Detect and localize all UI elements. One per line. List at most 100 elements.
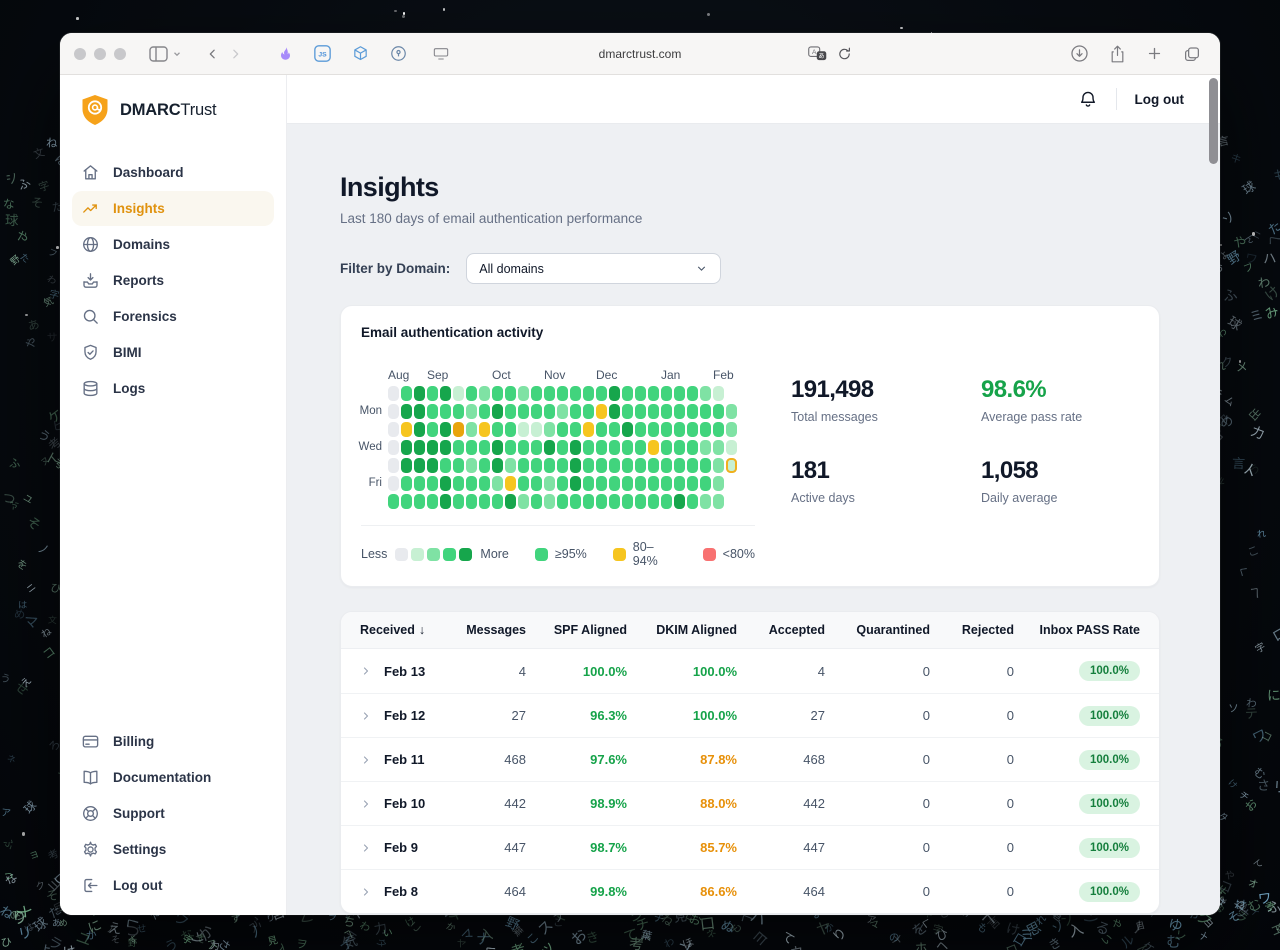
- heatmap-cell: [492, 386, 503, 401]
- expand-row-chevron-icon[interactable]: [360, 798, 372, 810]
- activity-stats: 191,498 Total messages 98.6% Average pass r…: [791, 376, 1171, 568]
- column-header-inbox-pass-rate[interactable]: Inbox PASS Rate: [1039, 623, 1140, 637]
- heatmap-cell: [492, 440, 503, 455]
- brand-logo[interactable]: DMARCTrust: [60, 91, 286, 129]
- svg-text:A: A: [812, 49, 817, 56]
- sidebar-item-settings[interactable]: Settings: [72, 832, 274, 867]
- expand-row-chevron-icon[interactable]: [360, 842, 372, 854]
- row-date: Feb 9: [384, 840, 418, 855]
- heatmap-cell: [531, 440, 542, 455]
- row-quarantined: 0: [922, 708, 930, 723]
- logout-icon: [84, 878, 98, 893]
- heatmap-cell: [609, 422, 620, 437]
- expand-row-chevron-icon[interactable]: [360, 665, 372, 677]
- table-row-feb-10[interactable]: Feb 10 442 98.9% 88.0% 442 0 0 100.0%: [341, 781, 1159, 825]
- address-bar[interactable]: dmarctrust.com: [599, 47, 682, 61]
- heatmap-cell: [687, 440, 698, 455]
- heatmap-cell: [518, 422, 529, 437]
- heatmap-cell: [596, 422, 607, 437]
- sidebar-item-log-out[interactable]: Log out: [72, 868, 274, 903]
- sidebar-item-reports[interactable]: Reports: [72, 263, 274, 298]
- row-accepted: 447: [803, 840, 825, 855]
- heatmap-cell: [596, 458, 607, 473]
- cube-extension-button[interactable]: [347, 40, 374, 68]
- sidebar-item-bimi[interactable]: BIMI: [72, 335, 274, 370]
- inbox-pass-rate-badge: 100.0%: [1078, 881, 1140, 902]
- column-header-dkim-aligned[interactable]: DKIM Aligned: [656, 623, 737, 637]
- table-row-feb-13[interactable]: Feb 13 4 100.0% 100.0% 4 0 0 100.0%: [341, 649, 1159, 693]
- sidebar-item-forensics[interactable]: Forensics: [72, 299, 274, 334]
- table-row-feb-12[interactable]: Feb 12 27 96.3% 100.0% 27 0 0 100.0%: [341, 693, 1159, 737]
- heatmap-cell: [414, 476, 425, 491]
- new-tab-button[interactable]: [1141, 40, 1168, 68]
- domain-filter-select[interactable]: All domains: [466, 253, 722, 284]
- downloads-button[interactable]: [1065, 40, 1094, 68]
- reload-button[interactable]: [837, 40, 852, 68]
- zoom-window-button[interactable]: [114, 47, 126, 60]
- stat-value: 181: [791, 457, 830, 484]
- heatmap-cell: [414, 386, 425, 401]
- sidebar-item-insights[interactable]: Insights: [72, 191, 274, 226]
- column-header-spf-aligned[interactable]: SPF Aligned: [553, 623, 627, 637]
- close-window-button[interactable]: [74, 47, 86, 60]
- legend-more-label: More: [480, 547, 509, 561]
- sidebar-item-billing[interactable]: Billing: [72, 724, 274, 759]
- column-header-rejected[interactable]: Rejected: [961, 623, 1014, 637]
- heatmap-cell: [648, 386, 659, 401]
- sidebar-item-domains[interactable]: Domains: [72, 227, 274, 262]
- heatmap-cell: [609, 404, 620, 419]
- password-extension-button[interactable]: [385, 40, 412, 68]
- page-settings-button[interactable]: [428, 40, 454, 68]
- domain-filter-label: Filter by Domain:: [340, 261, 451, 276]
- row-dkim-aligned: 100.0%: [692, 708, 737, 723]
- heatmap-cell: [713, 404, 724, 419]
- heatmap-cell: [531, 476, 542, 491]
- flame-extension-button[interactable]: [273, 40, 298, 68]
- toolbar-right-actions: [1065, 40, 1206, 68]
- expand-row-chevron-icon[interactable]: [360, 754, 372, 766]
- heatmap-cell: [596, 494, 607, 509]
- heatmap-cell: [557, 476, 568, 491]
- shield-icon: [84, 344, 97, 360]
- sidebar-item-label: BIMI: [113, 345, 142, 360]
- sidebar-item-label: Logs: [113, 381, 146, 396]
- tab-overview-button[interactable]: [1178, 40, 1206, 68]
- row-spf-aligned: 96.3%: [590, 708, 627, 723]
- heatmap-cell: [414, 422, 425, 437]
- sidebar-item-dashboard[interactable]: Dashboard: [72, 155, 274, 190]
- column-header-accepted[interactable]: Accepted: [768, 623, 825, 637]
- heatmap-cell: [453, 440, 464, 455]
- heatmap-cell: [648, 404, 659, 419]
- table-row-feb-11[interactable]: Feb 11 468 97.6% 87.8% 468 0 0 100.0%: [341, 737, 1159, 781]
- topbar-logout-link[interactable]: Log out: [1134, 91, 1184, 107]
- heatmap-cell: [583, 422, 594, 437]
- sidebar-item-support[interactable]: Support: [72, 796, 274, 831]
- notifications-button[interactable]: [1078, 89, 1098, 110]
- minimize-window-button[interactable]: [94, 47, 106, 60]
- back-button[interactable]: [201, 40, 224, 68]
- expand-row-chevron-icon[interactable]: [360, 886, 372, 898]
- sidebar-item-logs[interactable]: Logs: [72, 371, 274, 406]
- sidebar-item-label: Support: [113, 806, 165, 821]
- row-spf-aligned: 97.6%: [590, 752, 627, 767]
- column-header-messages[interactable]: Messages: [466, 623, 526, 637]
- row-spf-aligned: 98.9%: [590, 796, 627, 811]
- svg-text:JS: JS: [318, 51, 327, 58]
- heatmap-cell: [622, 476, 633, 491]
- heatmap-cell: [427, 404, 438, 419]
- page-scrollbar[interactable]: [1209, 78, 1218, 164]
- legend-category-label: <80%: [722, 547, 755, 561]
- expand-row-chevron-icon[interactable]: [360, 710, 372, 722]
- share-button[interactable]: [1104, 40, 1131, 68]
- table-row-feb-8[interactable]: Feb 8 464 99.8% 86.6% 464 0 0 100.0%: [341, 869, 1159, 913]
- forward-button[interactable]: [224, 40, 247, 68]
- sidebar-item-documentation[interactable]: Documentation: [72, 760, 274, 795]
- js-extension-button[interactable]: JS: [309, 40, 336, 68]
- back-icon: [209, 49, 215, 58]
- column-header-received[interactable]: Received ↓: [360, 623, 426, 637]
- table-row-feb-9[interactable]: Feb 9 447 98.7% 85.7% 447 0 0 100.0%: [341, 825, 1159, 869]
- column-header-quarantined[interactable]: Quarantined: [856, 623, 930, 637]
- sidebar-toggle-button[interactable]: [144, 40, 187, 68]
- heatmap-cell: [479, 476, 490, 491]
